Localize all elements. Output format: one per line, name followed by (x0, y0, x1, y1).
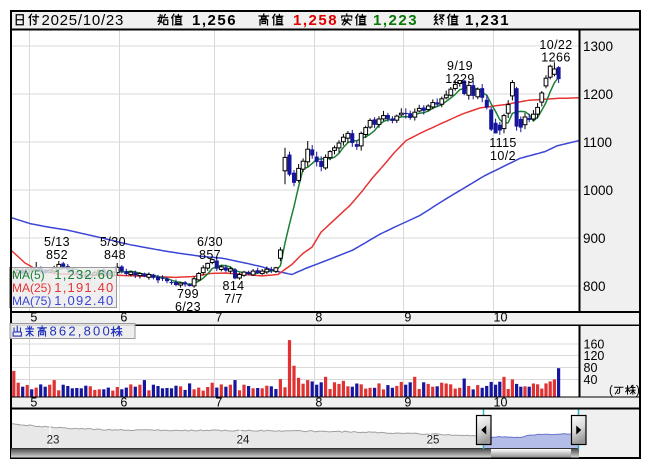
svg-text:1,231: 1,231 (465, 12, 510, 29)
svg-text:1,092.40: 1,092.40 (54, 293, 114, 308)
svg-text:5/13: 5/13 (44, 235, 70, 249)
svg-text:1,256: 1,256 (192, 12, 237, 29)
svg-text:1100: 1100 (583, 135, 612, 150)
svg-text:9/19: 9/19 (447, 59, 473, 73)
svg-text:857: 857 (199, 248, 221, 262)
svg-text:5: 5 (30, 396, 37, 410)
svg-text:900: 900 (583, 231, 606, 246)
svg-text:120: 120 (584, 349, 605, 363)
svg-text:848: 848 (104, 248, 126, 262)
svg-text:10/22: 10/22 (539, 38, 572, 52)
svg-text:800: 800 (583, 279, 606, 294)
svg-text:MA(25): MA(25) (12, 281, 51, 295)
svg-text:7: 7 (215, 311, 222, 325)
svg-text:80: 80 (584, 361, 598, 375)
svg-text:25: 25 (427, 435, 440, 447)
svg-text:814: 814 (222, 279, 244, 293)
svg-text:2025/10/23: 2025/10/23 (42, 12, 125, 29)
svg-text:MA(75): MA(75) (12, 294, 51, 308)
svg-text:10: 10 (494, 396, 508, 410)
svg-text:8: 8 (315, 396, 322, 410)
svg-text:6/23: 6/23 (175, 300, 201, 314)
svg-text:1266: 1266 (541, 51, 570, 65)
svg-text:799: 799 (177, 287, 199, 301)
svg-text:852: 852 (46, 248, 68, 262)
svg-text:1,258: 1,258 (293, 12, 338, 29)
svg-text:1300: 1300 (583, 39, 613, 54)
svg-text:5: 5 (30, 311, 37, 325)
svg-text:10/2: 10/2 (490, 149, 516, 163)
svg-text:): ) (636, 385, 640, 397)
svg-text:24: 24 (237, 435, 250, 447)
svg-text:1115: 1115 (489, 136, 517, 150)
svg-text:8: 8 (315, 311, 322, 325)
svg-text:MA(5): MA(5) (12, 268, 45, 282)
svg-text:9: 9 (404, 311, 411, 325)
svg-text:1229: 1229 (445, 72, 474, 86)
svg-text:7/7: 7/7 (224, 292, 243, 306)
svg-text:1200: 1200 (583, 87, 613, 102)
svg-text:7: 7 (215, 396, 222, 410)
svg-text:23: 23 (47, 435, 60, 447)
svg-text:1000: 1000 (583, 183, 613, 198)
svg-text:10: 10 (494, 311, 508, 325)
svg-text:1,232.60: 1,232.60 (54, 267, 114, 282)
svg-text:6: 6 (120, 311, 127, 325)
svg-text:9: 9 (404, 396, 411, 410)
svg-text:1,191.40: 1,191.40 (54, 280, 114, 295)
svg-text:5/30: 5/30 (100, 235, 126, 249)
svg-text:160: 160 (584, 338, 605, 352)
svg-text:6/30: 6/30 (197, 235, 223, 249)
svg-text:6: 6 (120, 396, 127, 410)
svg-text:40: 40 (584, 373, 598, 387)
svg-text:862,800: 862,800 (50, 324, 112, 339)
svg-text:(: ( (609, 385, 613, 397)
svg-text:1,223: 1,223 (373, 12, 418, 29)
